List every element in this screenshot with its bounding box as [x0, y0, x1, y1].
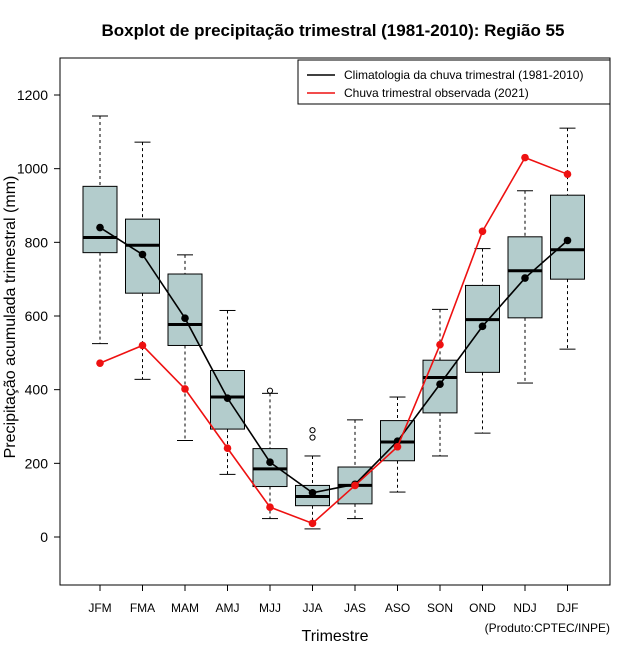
climatology-point	[436, 380, 444, 388]
observed-point	[436, 340, 444, 349]
observed-point	[478, 227, 487, 236]
climatology-point	[96, 223, 104, 232]
climatology-point	[266, 458, 274, 467]
x-tick-label: JFM	[88, 601, 111, 615]
y-tick-label: 800	[25, 234, 49, 250]
observed-line	[99, 156, 568, 525]
credit-text: (Produto:CPTEC/INPE)	[485, 621, 610, 635]
outlier-point	[309, 427, 316, 434]
y-tick-label: 0	[40, 529, 48, 545]
y-tick-label: 600	[25, 308, 49, 324]
observed-point	[393, 442, 402, 451]
climatology-point	[308, 489, 317, 497]
y-tick-label: 1200	[17, 87, 48, 103]
y-tick-label: 200	[25, 455, 49, 471]
chart-title: Boxplot de precipitação trimestral (1981…	[102, 21, 565, 40]
legend-label-observed: Chuva trimestral observada (2021)	[344, 86, 529, 100]
climatology-line	[99, 226, 569, 494]
box-jfm	[82, 185, 118, 254]
box-mam	[167, 273, 203, 346]
x-tick-label: MJJ	[259, 601, 281, 615]
x-tick-label: JAS	[344, 601, 366, 615]
outlier-point	[266, 387, 274, 394]
legend: Climatologia da chuva trimestral (1981-2…	[297, 59, 611, 105]
y-tick-label: 400	[25, 382, 49, 398]
observed-point	[223, 444, 232, 453]
observed-point	[181, 385, 189, 393]
observed-point	[351, 481, 359, 490]
x-tick-label: DJF	[557, 601, 579, 615]
climatology-point	[478, 322, 487, 331]
climatology-point	[521, 274, 529, 282]
y-tick-label: 1000	[17, 161, 48, 177]
plot-frame	[59, 57, 611, 586]
climatology-point	[223, 394, 232, 402]
observed-point	[96, 359, 104, 367]
observed-point	[563, 170, 572, 178]
observed-point	[521, 153, 529, 162]
x-tick-label: JJA	[302, 601, 322, 615]
climatology-point	[181, 314, 189, 323]
climatology-point	[563, 236, 572, 245]
climatology-point	[138, 250, 147, 259]
x-tick-label: AMJ	[216, 601, 240, 615]
x-tick-label: NDJ	[513, 601, 536, 615]
observed-point	[308, 519, 317, 528]
outlier-point	[309, 434, 316, 441]
observed-point	[266, 503, 274, 511]
x-axis-label: Trimestre	[302, 628, 369, 645]
legend-box	[297, 59, 611, 105]
x-tick-label: SON	[427, 601, 453, 615]
x-tick-label: ASO	[385, 601, 410, 615]
y-axis-label: Precipitação acumulada trimestral (mm)	[2, 176, 19, 459]
x-tick-label: MAM	[171, 601, 199, 615]
legend-label-climatology: Climatologia da chuva trimestral (1981-2…	[344, 68, 583, 82]
observed-point	[138, 341, 147, 350]
x-tick-label: FMA	[130, 601, 155, 615]
x-tick-label: OND	[469, 601, 496, 615]
